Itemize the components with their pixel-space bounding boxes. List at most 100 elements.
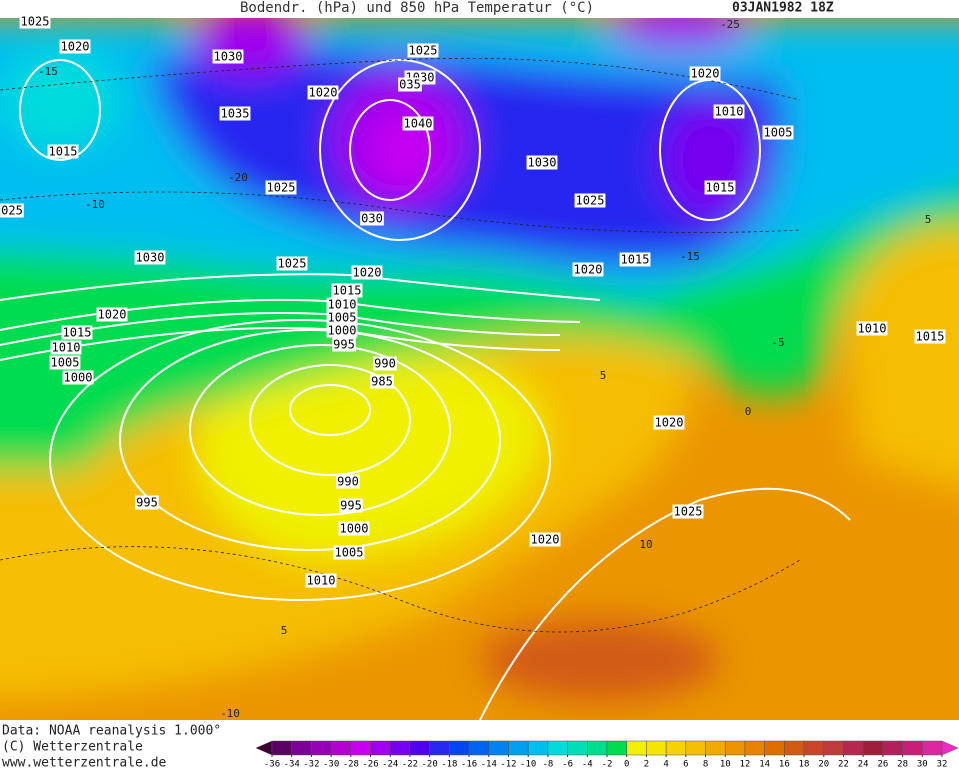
legend-swatch [882,740,903,756]
isobar-label: 1020 [531,533,560,547]
isobar-label: 995 [340,499,362,513]
temperature-label: 0 [745,405,752,418]
temperature-label: 10 [639,538,652,551]
label-box [914,329,946,344]
isobar-label: 995 [333,338,355,352]
legend-tick-label: -34 [284,760,300,770]
legend-tick-label: 22 [838,760,849,770]
legend-swatch [429,740,450,756]
legend-swatch [311,740,332,756]
isobar-label: 1035 [221,107,250,121]
legend-tick-label: -16 [461,760,477,770]
isobar-label: 1015 [49,145,78,159]
legend-swatch [784,740,805,756]
temperature-label: -10 [220,707,240,720]
legend-swatch [646,740,667,756]
label-box [49,355,81,370]
legend-swatch [843,740,864,756]
isobar-label: 990 [374,357,396,371]
date: 03JAN1982 18Z [732,1,834,16]
isobar-label: 1000 [340,522,369,536]
isobar-label: 1040 [404,117,433,131]
label-box [135,495,159,510]
temperature-label: 5 [925,213,932,226]
isobar-label: 025 [1,204,23,218]
label-box [59,39,91,54]
legend-swatch [389,740,411,756]
label-box [307,85,339,100]
isobars [0,59,851,720]
legend-swatch [370,740,391,756]
isobar-label: 1025 [267,181,296,195]
legend-swatch [902,740,923,756]
isobar-label: 1025 [21,15,50,29]
legend-arrow [941,740,959,756]
legend-swatch [449,740,470,756]
temperature-label: -5 [771,336,784,349]
isobar-label: 990 [337,475,359,489]
legend-tick-label: 30 [917,760,928,770]
isobar-label: 1015 [706,181,735,195]
isobar-label: 1020 [98,308,127,322]
legend-tick-label: -4 [582,760,593,770]
temperature-label: -25 [720,18,740,31]
isobar-label: 1000 [328,324,357,338]
label-box [689,66,721,81]
isobar-label: 1010 [307,574,336,588]
label-box [212,49,244,64]
legend-swatch [547,740,568,756]
legend-tick-label: 28 [897,760,908,770]
label-box [336,474,360,489]
legend-tick-label: 8 [703,760,708,770]
isobar-label: 1030 [136,251,165,265]
label-box [265,180,297,195]
legend-swatch [291,740,312,756]
legend-tick-label: 6 [683,760,688,770]
isobar-label: 1020 [309,86,338,100]
label-box [276,256,308,271]
legend-tick-label: -6 [562,760,573,770]
legend-tick-label: -30 [323,760,339,770]
temperature-label: -20 [228,171,248,184]
label-box [407,43,439,58]
label-box [398,77,422,92]
legend-tick-label: 18 [799,760,810,770]
isobar-label: 1030 [528,156,557,170]
isobar-label: 1020 [353,266,382,280]
isobar-label: 1030 [214,50,243,64]
label-box [331,283,363,298]
legend-swatch [527,740,549,756]
legend-swatch [862,740,884,756]
isobar-label: 1015 [916,330,945,344]
isobar-label: 1020 [61,40,90,54]
label-box [333,545,365,560]
label-box [574,193,606,208]
label-box [572,262,604,277]
label-box [762,125,794,140]
temperature-label: -15 [680,250,700,263]
legend-swatch [508,740,529,756]
isobar-label: 1020 [691,67,720,81]
label-box [47,144,79,159]
legend-tick-label: -8 [542,760,553,770]
legend-swatch [271,740,292,756]
legend-arrow [255,740,273,756]
header-bg [0,0,959,18]
legend-tick-label: -12 [500,760,516,770]
legend-tick-label: 2 [644,760,649,770]
isobar-label: 1015 [63,326,92,340]
label-box [338,521,370,536]
label-box [360,211,384,226]
label-box [305,573,337,588]
legend-swatch [587,740,608,756]
legend-tick-label: -28 [343,760,359,770]
footer-source: Data: NOAA reanalysis 1.000° [2,724,221,739]
label-box [373,356,397,371]
label-box [402,116,434,131]
legend-tick-label: 26 [877,760,888,770]
legend-swatch [724,740,746,756]
legend-swatch [823,740,844,756]
legend-tick-label: 14 [759,760,770,770]
isobar-label: 1010 [328,298,357,312]
